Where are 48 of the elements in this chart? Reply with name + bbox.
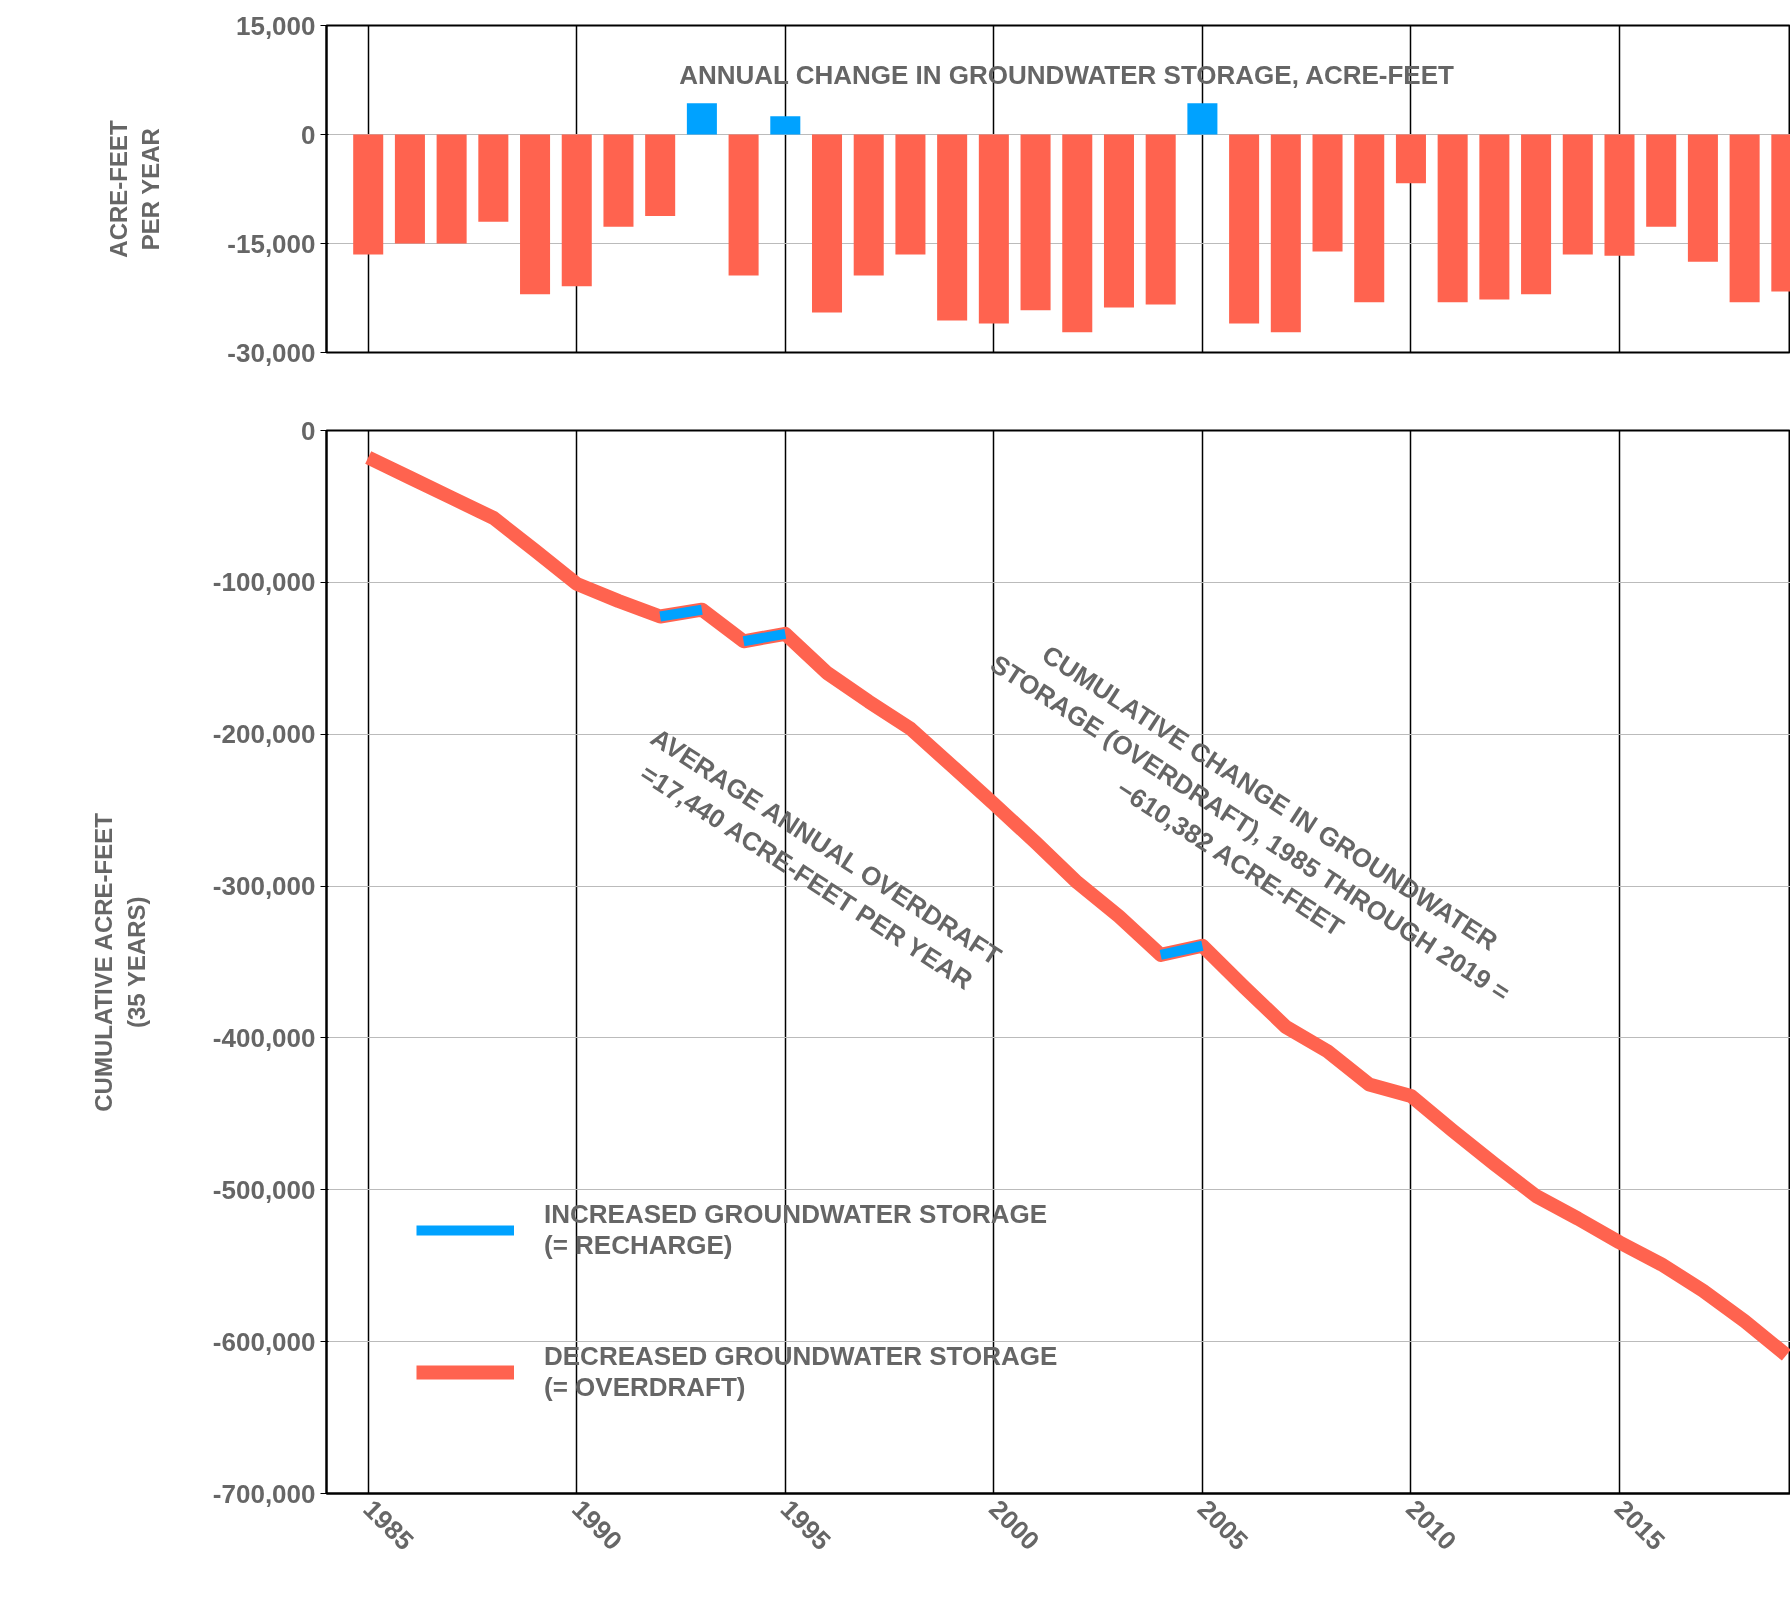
bar [1145, 134, 1176, 305]
y-tick-label: -400,000 [212, 1022, 316, 1053]
bar [895, 134, 926, 255]
bar [1479, 134, 1510, 300]
y-tick-label: -30,000 [227, 337, 316, 368]
bar [1604, 134, 1635, 256]
bar [1062, 134, 1093, 333]
bar [770, 116, 801, 135]
bar [353, 134, 384, 255]
y-tick-label: -200,000 [212, 719, 316, 750]
bar [1187, 103, 1218, 135]
bar [1020, 134, 1051, 311]
bar [1646, 134, 1677, 227]
y-tick-label: 0 [301, 415, 316, 446]
y-axis-title: ACRE-FEET PER YEAR [104, 119, 165, 258]
y-tick-label: -700,000 [212, 1478, 316, 1509]
bar [394, 134, 425, 244]
bar [436, 134, 467, 244]
bar [478, 134, 509, 222]
bar [728, 134, 759, 276]
bar [978, 134, 1009, 324]
y-tick-label: -300,000 [212, 871, 316, 902]
bar [1562, 134, 1593, 255]
bar [1354, 134, 1385, 303]
bar [1395, 134, 1426, 184]
bar [1729, 134, 1760, 303]
bar [1312, 134, 1343, 252]
y-tick-label: -500,000 [212, 1174, 316, 1205]
bar [1521, 134, 1552, 295]
bar [520, 134, 551, 295]
bar [853, 134, 884, 276]
bar [1229, 134, 1260, 324]
bar [1103, 134, 1134, 308]
bar [561, 134, 592, 287]
y-axis-title: CUMULATIVE ACRE-FEET (35 YEARS) [90, 812, 150, 1112]
y-tick-label: 0 [301, 119, 316, 150]
bar [603, 134, 634, 227]
bar [686, 103, 717, 135]
bar [812, 134, 843, 313]
y-tick-label: 15,000 [235, 10, 316, 41]
bar [1270, 134, 1301, 333]
y-tick-label: -100,000 [212, 567, 316, 598]
bar [1437, 134, 1468, 303]
y-tick-label: -600,000 [212, 1326, 316, 1357]
bar [937, 134, 968, 321]
bar [1687, 134, 1718, 262]
y-tick-label: -15,000 [227, 228, 316, 259]
bar [645, 134, 676, 216]
